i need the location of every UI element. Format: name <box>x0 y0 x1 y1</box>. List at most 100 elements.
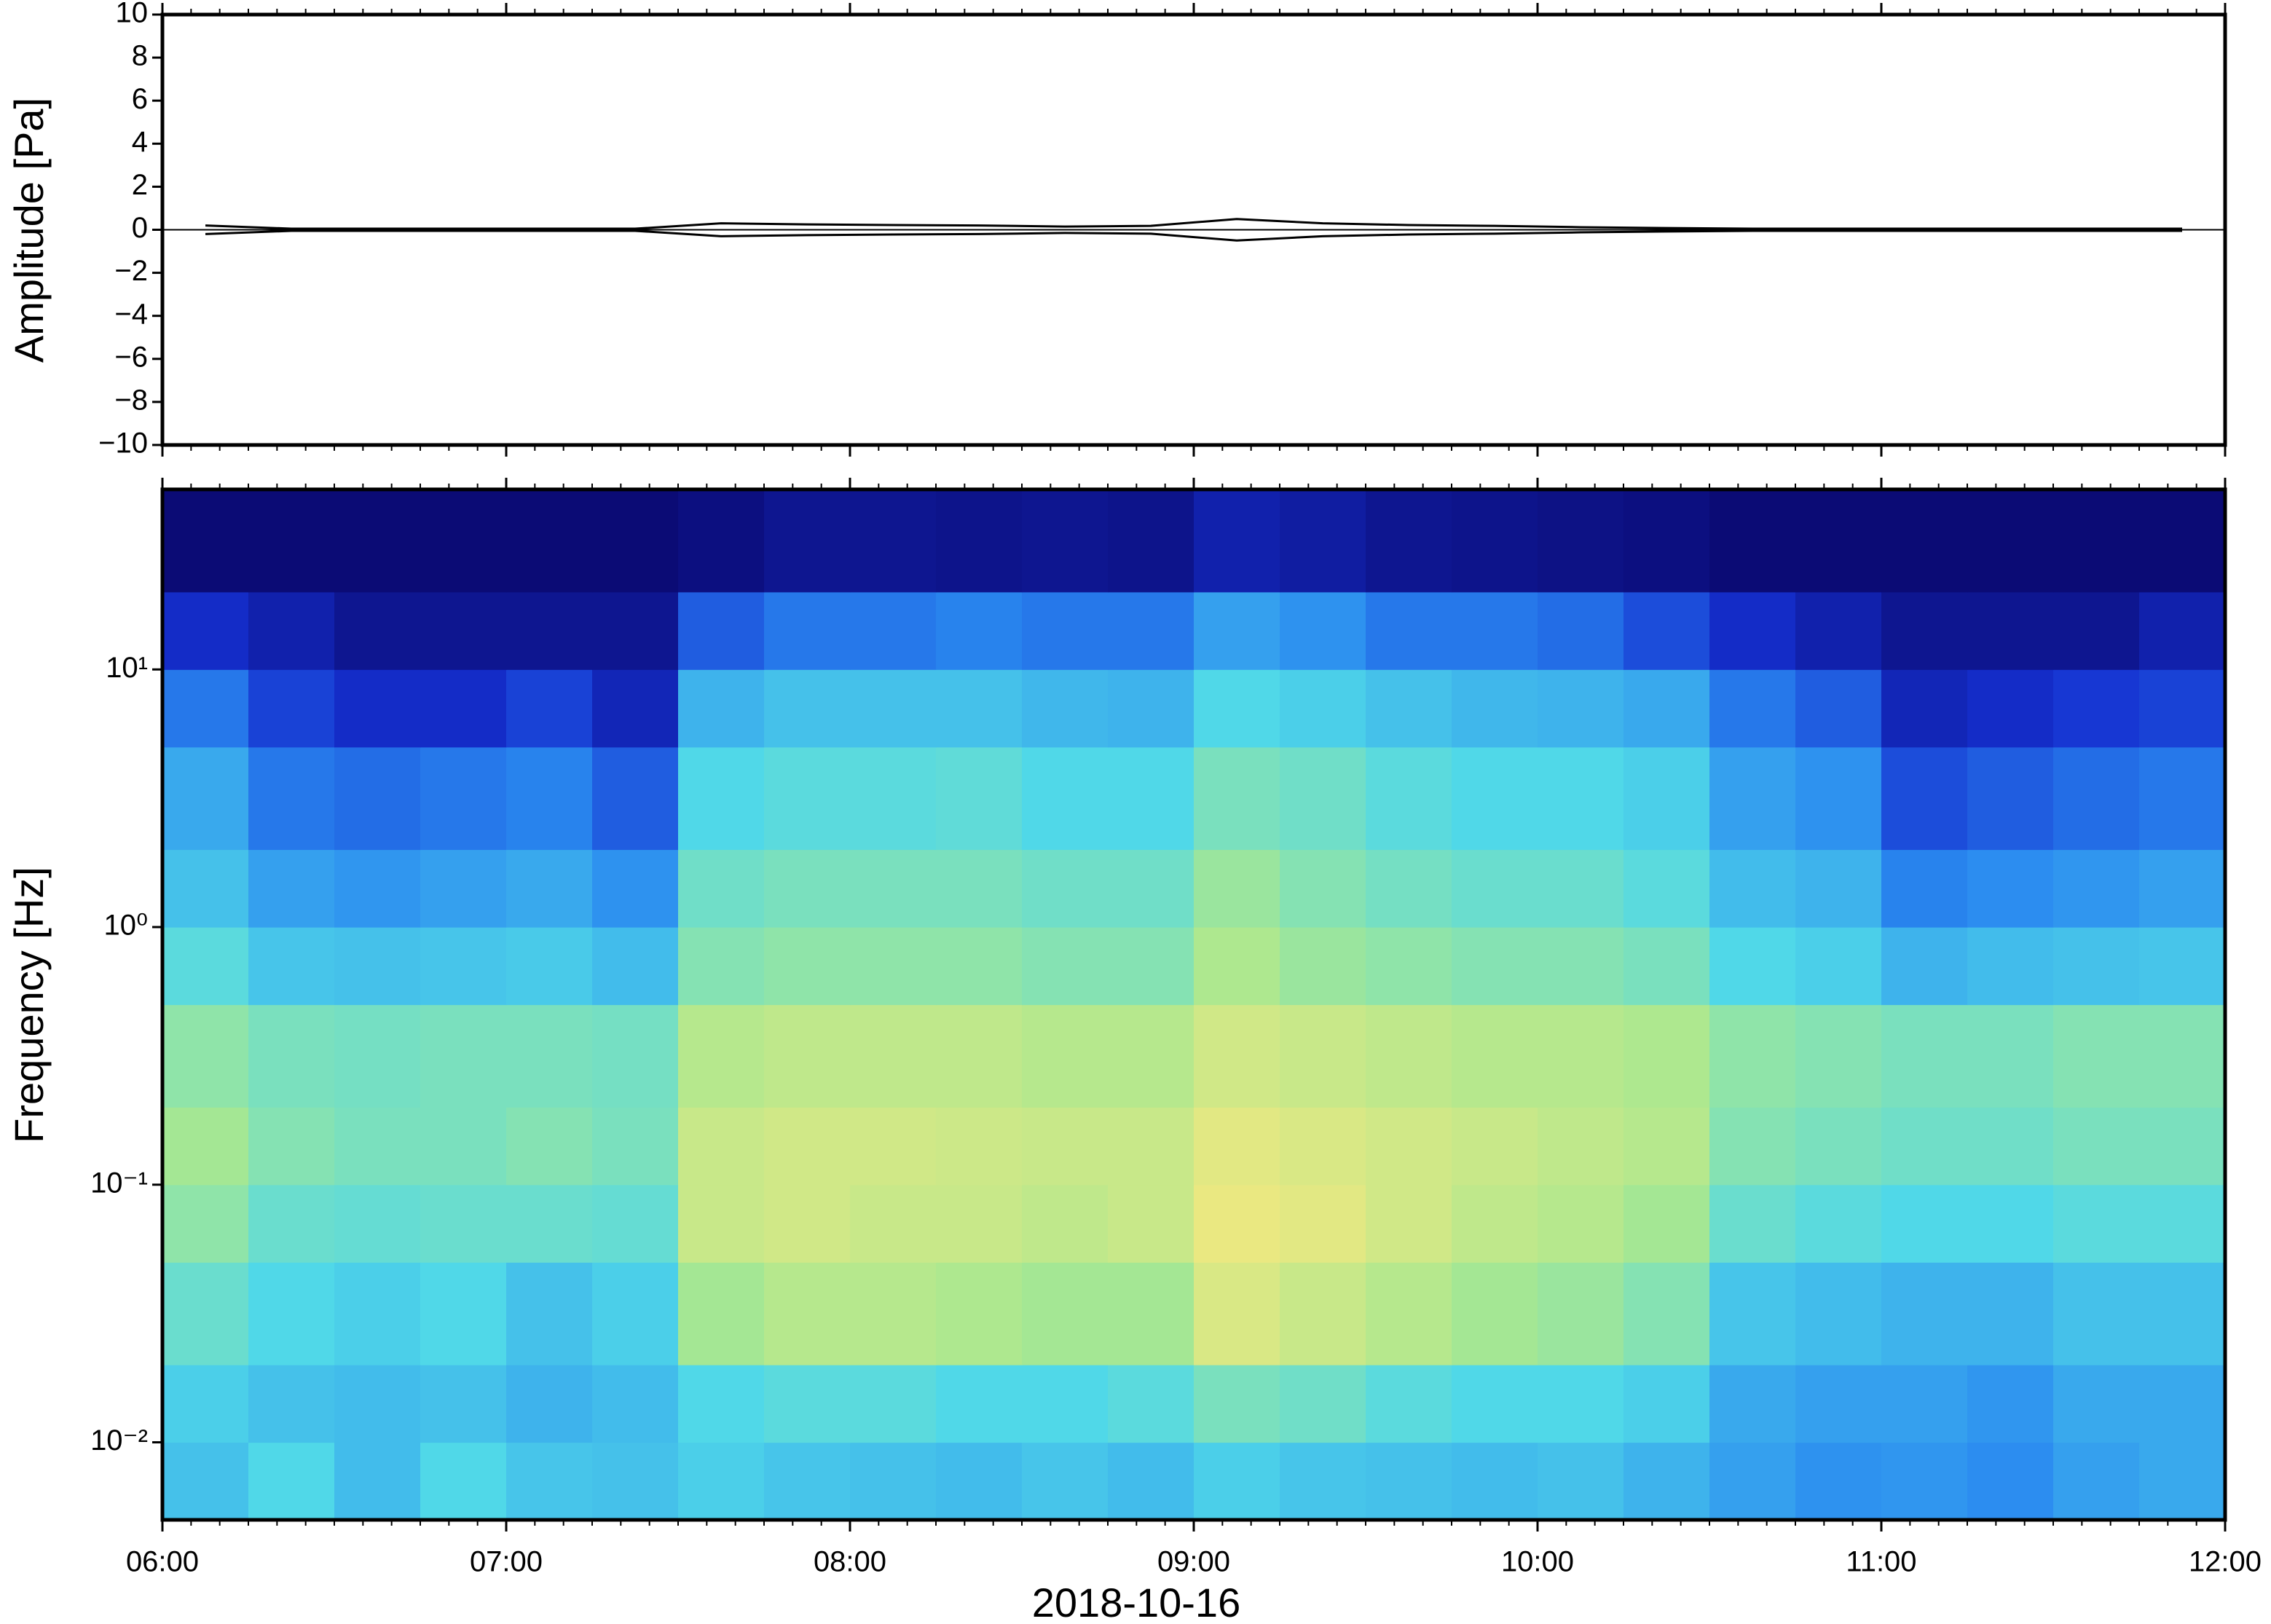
x-tick-label: 06:00 <box>126 1546 199 1578</box>
spectrogram-cell <box>162 746 249 851</box>
spectrogram-cell <box>1709 489 1796 593</box>
spectrogram-cell <box>850 489 937 593</box>
spectrogram-cell <box>1538 591 1624 670</box>
spectrogram-cell <box>506 1004 593 1108</box>
spectrogram-cell <box>1967 1365 2054 1443</box>
spectrogram-cell <box>1538 489 1624 593</box>
spectrogram-cell <box>1967 1184 2054 1263</box>
y-tick-label: 6 <box>132 83 148 115</box>
spectrogram-cell <box>1366 927 1452 1006</box>
spectrogram-cell <box>592 1184 679 1263</box>
spectrogram-cell <box>678 1262 765 1365</box>
spectrogram-cell <box>1967 1262 2054 1365</box>
x-tick-label: 07:00 <box>470 1546 543 1578</box>
spectrogram-cell <box>936 1184 1023 1263</box>
spectrogram-cell <box>420 591 507 670</box>
spectrogram-cell <box>506 927 593 1006</box>
spectrogram-cell <box>1881 849 1968 928</box>
spectrogram-cell <box>162 591 249 670</box>
spectrogram-cell <box>1452 669 1538 748</box>
spectrogram-cell <box>334 489 421 593</box>
spectrogram-cell <box>678 1004 765 1108</box>
spectrogram-cell <box>1538 927 1624 1006</box>
spectrogram-cell <box>592 489 679 593</box>
spectrogram-cell <box>1366 669 1452 748</box>
spectrogram-cell <box>850 849 937 928</box>
spectrogram-cell <box>2139 1004 2226 1108</box>
spectrogram-cell <box>248 489 335 593</box>
spectrogram-cell <box>1709 849 1796 928</box>
spectrogram-cell <box>2053 1004 2140 1108</box>
spectrogram-cell <box>1022 591 1109 670</box>
y-tick-label: −2 <box>114 255 148 287</box>
spectrogram-cell <box>1795 489 1882 593</box>
spectrogram-cell <box>162 927 249 1006</box>
spectrogram-cell <box>2053 1262 2140 1365</box>
spectrogram-cell <box>506 1107 593 1186</box>
spectrogram-cell <box>678 1184 765 1263</box>
y-tick-label: −8 <box>114 384 148 416</box>
spectrogram-cell <box>1022 746 1109 851</box>
spectrogram-cell <box>1709 746 1796 851</box>
spectrogram-cell <box>506 849 593 928</box>
spectrogram-cell <box>162 1184 249 1263</box>
spectrogram-cell <box>1881 489 1968 593</box>
y-tick-label: −6 <box>114 341 148 373</box>
spectrogram-cell <box>162 1262 249 1365</box>
spectrogram-cell <box>248 927 335 1006</box>
spectrogram-cell <box>936 669 1023 748</box>
x-tick-label: 11:00 <box>1846 1546 1916 1578</box>
spectrogram-cell <box>1452 489 1538 593</box>
spectrogram-cell <box>1108 591 1194 670</box>
spectrogram-cell <box>2139 669 2226 748</box>
spectrogram-cell <box>1022 1365 1109 1443</box>
spectrogram-cell <box>2053 489 2140 593</box>
spectrogram-cell <box>162 1004 249 1108</box>
spectrogram-cell <box>1108 1004 1194 1108</box>
spectrogram-cell <box>1881 1442 1968 1521</box>
spectrogram-cell <box>334 591 421 670</box>
spectrogram-cell <box>1623 1262 1710 1365</box>
spectrogram-cell <box>1366 591 1452 670</box>
spectrogram-cell <box>1366 1004 1452 1108</box>
x-tick-label: 12:00 <box>2189 1546 2262 1578</box>
spectrogram-cell <box>1366 1365 1452 1443</box>
spectrogram-cell <box>1623 1107 1710 1186</box>
spectrogram-cell <box>1709 669 1796 748</box>
y-tick-label: 0 <box>132 212 148 244</box>
spectrogram-cell <box>1366 1107 1452 1186</box>
spectrogram-cell <box>1967 849 2054 928</box>
spectrogram-cell <box>1108 489 1194 593</box>
spectrogram-cell <box>1108 1184 1194 1263</box>
spectrogram-cell <box>1881 591 1968 670</box>
spectrogram-cell <box>1194 1107 1280 1186</box>
spectrogram-cell <box>1881 927 1968 1006</box>
spectrogram-cell <box>506 591 593 670</box>
spectrogram-cell <box>1452 1442 1538 1521</box>
spectrogram-cell <box>1194 591 1280 670</box>
spectrogram-cell <box>1795 1184 1882 1263</box>
spectrogram-cell <box>1881 669 1968 748</box>
spectrogram-cell <box>850 746 937 851</box>
spectrogram-cell <box>334 669 421 748</box>
spectrogram-cell <box>420 1262 507 1365</box>
spectrogram-cell <box>1280 489 1366 593</box>
spectrogram-cell <box>2053 1442 2140 1521</box>
spectrogram-cell <box>1366 746 1452 851</box>
spectrogram-cell <box>1194 1004 1280 1108</box>
spectrogram-cell <box>506 489 593 593</box>
spectrogram-cell <box>1538 1004 1624 1108</box>
spectrogram-cell <box>764 1004 851 1108</box>
spectrogram-cell <box>1280 1442 1366 1521</box>
spectrogram-cell <box>162 849 249 928</box>
spectrogram-cell <box>420 1184 507 1263</box>
spectrogram-cell <box>1623 849 1710 928</box>
spectrogram-cell <box>1795 591 1882 670</box>
spectrogram-cell <box>1967 1107 2054 1186</box>
spectrogram-cell <box>678 746 765 851</box>
spectrogram-cell <box>2053 1184 2140 1263</box>
spectrogram-cell <box>2139 489 2226 593</box>
spectrogram-cell <box>1108 746 1194 851</box>
spectrogram-cell <box>420 1365 507 1443</box>
spectrogram-cell <box>1194 927 1280 1006</box>
